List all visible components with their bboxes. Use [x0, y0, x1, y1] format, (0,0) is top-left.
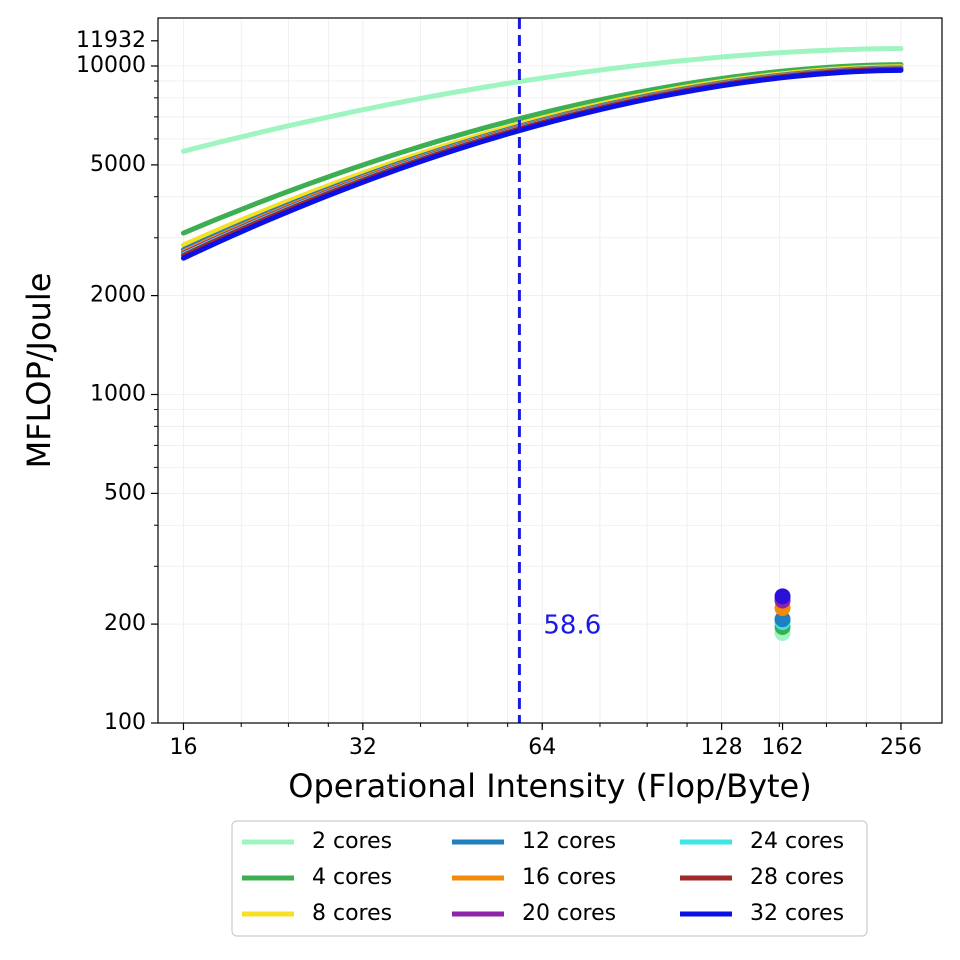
- legend-label-7: 24 cores: [750, 829, 844, 854]
- legend-label-1: 2 cores: [312, 829, 392, 854]
- x-axis-label: Operational Intensity (Flop/Byte): [288, 767, 811, 805]
- data-point-7: [774, 588, 791, 605]
- ridge-point-label: 58.6: [543, 611, 601, 641]
- y-tick-label: 11932: [76, 28, 146, 53]
- legend-label-8: 28 cores: [750, 865, 844, 890]
- grid: [158, 18, 942, 724]
- legend-label-5: 16 cores: [522, 865, 616, 890]
- y-tick-label: 200: [104, 611, 146, 636]
- measured-points: [774, 588, 791, 641]
- legend-box: [231, 820, 868, 937]
- series-line-1: [180, 46, 904, 154]
- legend-label-4: 12 cores: [522, 829, 616, 854]
- y-tick-label: 5000: [90, 152, 146, 177]
- plot-frame: [157, 17, 943, 724]
- y-tick-label: 10000: [76, 53, 146, 78]
- y-tick-label: 1000: [90, 382, 146, 407]
- y-tick-label: 2000: [90, 283, 146, 308]
- legend-label-2: 4 cores: [312, 865, 392, 890]
- y-tick-label: 100: [104, 710, 146, 735]
- x-tick-label: 32: [349, 735, 377, 760]
- x-tick-label: 16: [169, 735, 197, 760]
- x-axis-ticks: 16 32 64 128 162 256: [169, 723, 922, 760]
- series-line-9: [180, 67, 904, 261]
- legend-label-9: 32 cores: [750, 901, 844, 926]
- y-axis-label: MFLOP/Joule: [20, 273, 58, 469]
- series-line-2: [180, 62, 904, 236]
- data-point-4: [774, 611, 791, 628]
- y-tick-label: 500: [104, 480, 146, 505]
- x-tick-label: 128: [701, 735, 743, 760]
- legend-label-6: 20 cores: [522, 901, 616, 926]
- x-tick-label: 64: [528, 735, 556, 760]
- legend-label-3: 8 cores: [312, 901, 392, 926]
- legend: 2 cores 4 cores 8 cores 12 cores 16 cores 20 …: [231, 820, 868, 937]
- x-tick-label: 162: [762, 735, 804, 760]
- x-tick-label: 256: [880, 735, 922, 760]
- series-lines: [180, 46, 904, 261]
